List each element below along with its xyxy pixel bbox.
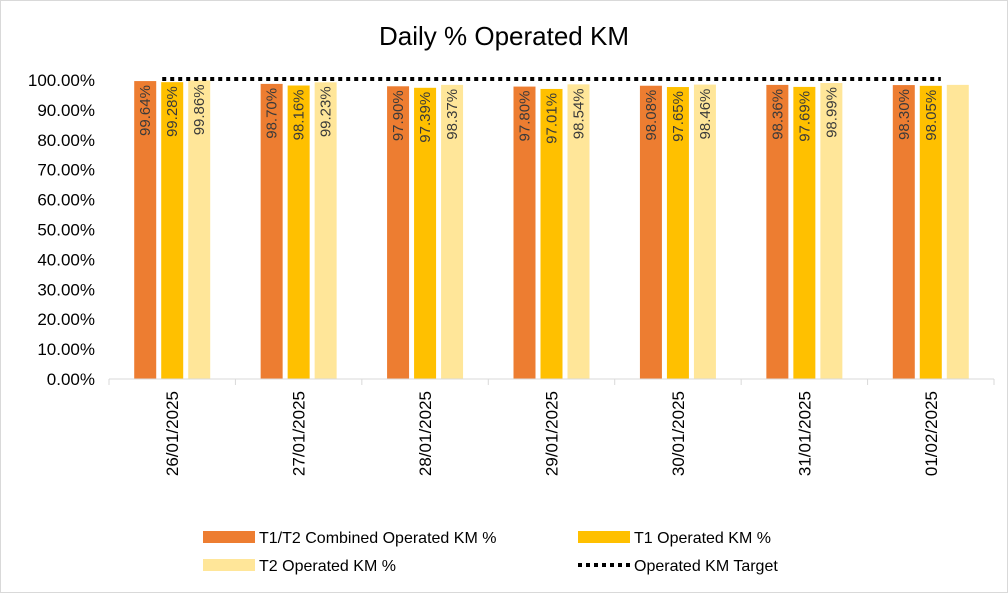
bar-series-0-cat-2 — [387, 86, 410, 380]
y-tick-label: 10.00% — [37, 340, 95, 359]
x-tick-label: 29/01/2025 — [543, 391, 562, 476]
data-label: 97.39% — [417, 92, 434, 143]
chart-title: Daily % Operated KM — [379, 21, 629, 51]
bar-series-2-cat-2 — [441, 84, 464, 379]
legend-swatch — [203, 559, 255, 571]
data-label: 98.54% — [571, 88, 588, 139]
data-label: 97.01% — [544, 93, 561, 144]
bar-series-1-cat-4 — [666, 87, 689, 380]
y-tick-label: 30.00% — [37, 280, 95, 299]
bar-series-1-cat-0 — [161, 82, 184, 379]
bar-series-2-cat-0 — [188, 80, 211, 379]
legend-label: T1 Operated KM % — [634, 530, 771, 547]
x-tick-label: 01/02/2025 — [922, 391, 941, 476]
bar-series-2-cat-3 — [567, 84, 590, 379]
data-label: 98.16% — [291, 90, 308, 141]
bar-series-0-cat-3 — [513, 86, 536, 379]
y-tick-label: 50.00% — [37, 221, 95, 240]
bar-series-1-cat-1 — [287, 85, 310, 380]
data-label: 97.80% — [517, 91, 534, 142]
bar-series-1-cat-3 — [540, 88, 563, 380]
data-label: 97.90% — [390, 90, 407, 141]
data-label: 98.08% — [643, 90, 660, 141]
data-label: 98.70% — [264, 88, 281, 139]
y-tick-label: 80.00% — [37, 131, 95, 150]
data-label: 98.05% — [923, 90, 940, 141]
x-tick-label: 31/01/2025 — [795, 391, 814, 476]
bar-series-0-cat-0 — [134, 81, 157, 379]
data-label: 99.23% — [318, 86, 335, 137]
y-tick-label: 70.00% — [37, 161, 95, 180]
legend-swatch — [203, 531, 255, 543]
y-tick-label: 100.00% — [28, 71, 95, 90]
data-label: 99.86% — [191, 84, 208, 135]
y-axis-ticks: 0.00% 10.00% 20.00% 30.00% 40.00% 50.00% 60.00… — [28, 71, 95, 389]
bar-series-2-cat-4 — [693, 84, 716, 379]
data-label: 98.46% — [697, 89, 714, 140]
data-label: 99.28% — [164, 86, 181, 137]
bar-series-0-cat-4 — [639, 85, 662, 380]
bar-series-0-cat-1 — [260, 83, 283, 380]
bar-series-1-cat-6 — [919, 85, 942, 379]
bar-series-2-cat-1 — [314, 82, 337, 379]
legend-label: T1/T2 Combined Operated KM % — [259, 530, 496, 547]
bars: 99.64% 99.28% 99.86% 98.70% 98.16% 99.23% 97.9… — [134, 80, 969, 380]
data-label: 98.99% — [823, 87, 840, 138]
data-label: 98.36% — [769, 89, 786, 140]
legend-label: T2 Operated KM % — [259, 558, 396, 575]
data-label: 97.65% — [670, 91, 687, 142]
y-tick-label: 90.00% — [37, 101, 95, 120]
y-tick-label: 60.00% — [37, 191, 95, 210]
y-tick-label: 20.00% — [37, 310, 95, 329]
y-tick-label: 0.00% — [47, 370, 95, 389]
data-label: 98.37% — [444, 89, 461, 140]
y-tick-label: 40.00% — [37, 250, 95, 269]
bar-series-0-cat-5 — [766, 84, 789, 380]
data-label: 99.64% — [137, 85, 154, 136]
data-label: 97.69% — [796, 91, 813, 142]
bar-series-2-cat-6 — [946, 84, 969, 379]
x-tick-label: 28/01/2025 — [416, 391, 435, 476]
bar-series-1-cat-2 — [414, 87, 437, 380]
bar-series-1-cat-5 — [793, 86, 816, 380]
x-tick-label: 26/01/2025 — [163, 391, 182, 476]
bar-series-2-cat-5 — [820, 83, 843, 379]
data-label: 98.30% — [896, 89, 913, 140]
legend: T1/T2 Combined Operated KM % T1 Operated … — [203, 530, 778, 575]
bar-series-0-cat-6 — [892, 85, 915, 379]
legend-swatch — [578, 531, 630, 543]
x-tick-label: 30/01/2025 — [669, 391, 688, 476]
x-axis-ticks: 26/01/2025 27/01/2025 28/01/2025 29/01/2025… — [108, 379, 995, 476]
legend-label: Operated KM Target — [634, 558, 778, 575]
x-tick-label: 27/01/2025 — [290, 391, 309, 476]
